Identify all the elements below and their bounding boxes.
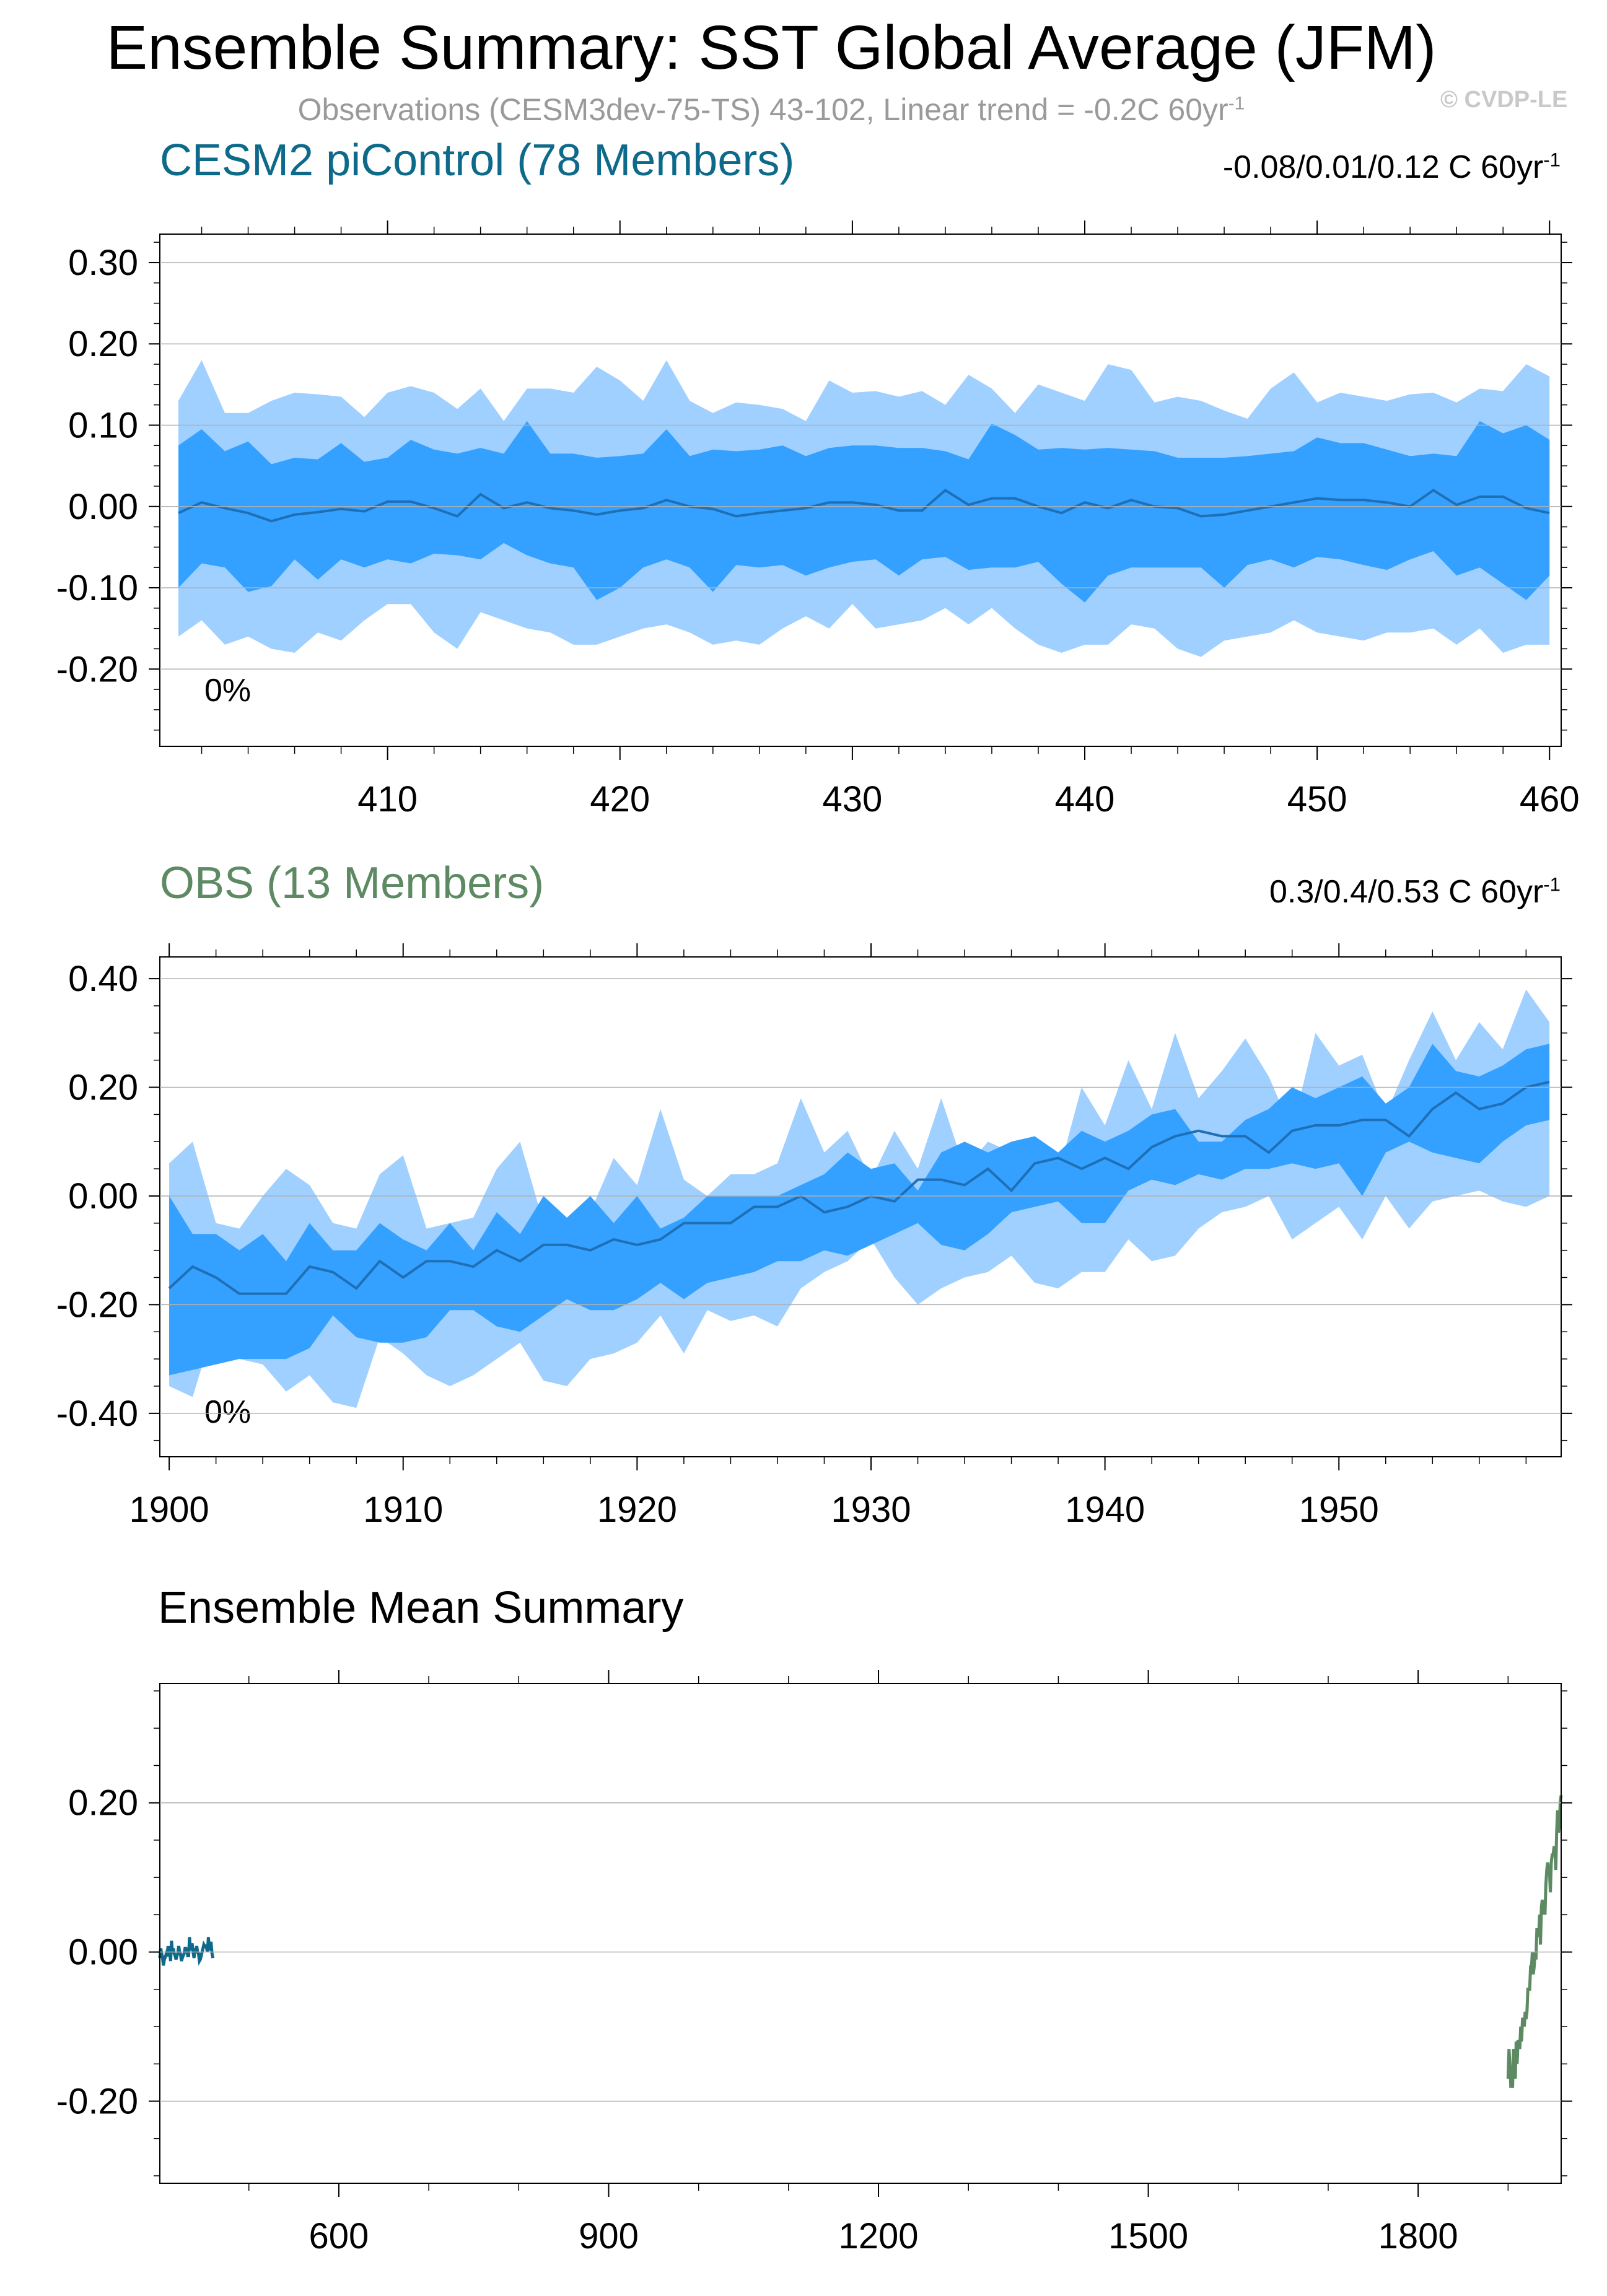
plot-frame-mean-summary	[159, 1683, 1562, 2184]
y-tick-label: -0.20	[56, 2082, 138, 2122]
trend-exponent-cesm: -1	[1543, 149, 1561, 171]
x-tick-label: 1930	[831, 1490, 911, 1530]
x-tick-label: 450	[1287, 779, 1347, 819]
x-tick-label: 1500	[1108, 2216, 1188, 2256]
y-tick-label: 0.20	[68, 1783, 138, 1823]
obs-mean-line	[1506, 1795, 1563, 2088]
x-tick-label: 1200	[839, 2216, 919, 2256]
x-tick-label: 1800	[1378, 2216, 1458, 2256]
ensemble-mean-line	[168, 1080, 1550, 1295]
x-tick-label: 600	[309, 2216, 369, 2256]
panel-title-cesm: CESM2 piControl (78 Members)	[160, 136, 795, 185]
panel-title-mean-summary: Ensemble Mean Summary	[158, 1583, 684, 1633]
x-tick-label: 900	[579, 2216, 639, 2256]
y-tick-label: 0.30	[68, 243, 138, 283]
main-title: Ensemble Summary: SST Global Average (JF…	[106, 13, 1437, 82]
plot-frame-obs	[159, 956, 1562, 1457]
subtitle-text: Observations (CESM3dev-75-TS) 43-102, Li…	[297, 92, 1228, 127]
percent-label-obs: 0%	[204, 1394, 252, 1430]
x-tick-label: 440	[1055, 779, 1115, 819]
y-tick-label: 0.00	[68, 1176, 138, 1216]
cesm-mean-line	[158, 1937, 215, 1966]
plot-frame-cesm	[159, 234, 1562, 747]
trend-label-cesm: -0.08/0.01/0.12 C 60yr-1	[1223, 149, 1561, 186]
panel-title-obs: OBS (13 Members)	[160, 858, 545, 908]
y-tick-label: 0.20	[68, 1068, 138, 1108]
x-tick-label: 1950	[1299, 1490, 1379, 1530]
x-tick-label: 410	[357, 779, 418, 819]
trend-exponent-obs: -1	[1543, 873, 1561, 896]
inner-spread-band	[178, 421, 1550, 603]
plot-obs	[168, 989, 1550, 1408]
x-tick-label: 460	[1520, 779, 1580, 819]
trend-text-obs: 0.3/0.4/0.53 C 60yr	[1269, 874, 1544, 910]
x-tick-label: 430	[822, 779, 882, 819]
x-tick-label: 1940	[1065, 1490, 1145, 1530]
trend-text-cesm: -0.08/0.01/0.12 C 60yr	[1222, 149, 1544, 185]
plot-mean-summary	[158, 1795, 1563, 2088]
percent-label-cesm: 0%	[204, 673, 252, 709]
axes-cesm: -0.20 -0.10 0.00 0.10 0.20 0.30 410 420 430 440 45…	[56, 220, 1580, 819]
copyright-label: © CVDP-LE	[1440, 87, 1568, 113]
y-tick-label: 0.00	[68, 487, 138, 527]
y-tick-label: 0.20	[68, 324, 138, 364]
y-tick-label: 0.00	[68, 1932, 138, 1973]
axes-mean-summary: -0.20 0.00 0.20 600 900 1200 1500 1800	[56, 1670, 1572, 2256]
y-tick-label: -0.20	[56, 649, 138, 689]
plot-cesm	[178, 360, 1550, 657]
y-tick-label: -0.10	[56, 568, 138, 608]
y-tick-label: 0.10	[68, 405, 138, 445]
subtitle-exponent: -1	[1228, 93, 1245, 114]
x-tick-label: 1920	[597, 1490, 677, 1530]
subtitle: Observations (CESM3dev-75-TS) 43-102, Li…	[0, 92, 1543, 128]
y-tick-label: -0.40	[56, 1394, 138, 1434]
inner-spread-band	[169, 1044, 1550, 1376]
ensemble-mean-line	[178, 489, 1550, 523]
x-tick-label: 1900	[129, 1490, 209, 1530]
trend-label-obs: 0.3/0.4/0.53 C 60yr-1	[1269, 873, 1561, 910]
y-tick-label: 0.40	[68, 959, 138, 999]
y-tick-label: -0.20	[56, 1285, 138, 1325]
axes-obs: -0.40 -0.20 0.00 0.20 0.40 1900 1910 1920 1930 19…	[56, 943, 1572, 1530]
x-tick-label: 420	[590, 779, 650, 819]
x-tick-label: 1910	[363, 1490, 443, 1530]
